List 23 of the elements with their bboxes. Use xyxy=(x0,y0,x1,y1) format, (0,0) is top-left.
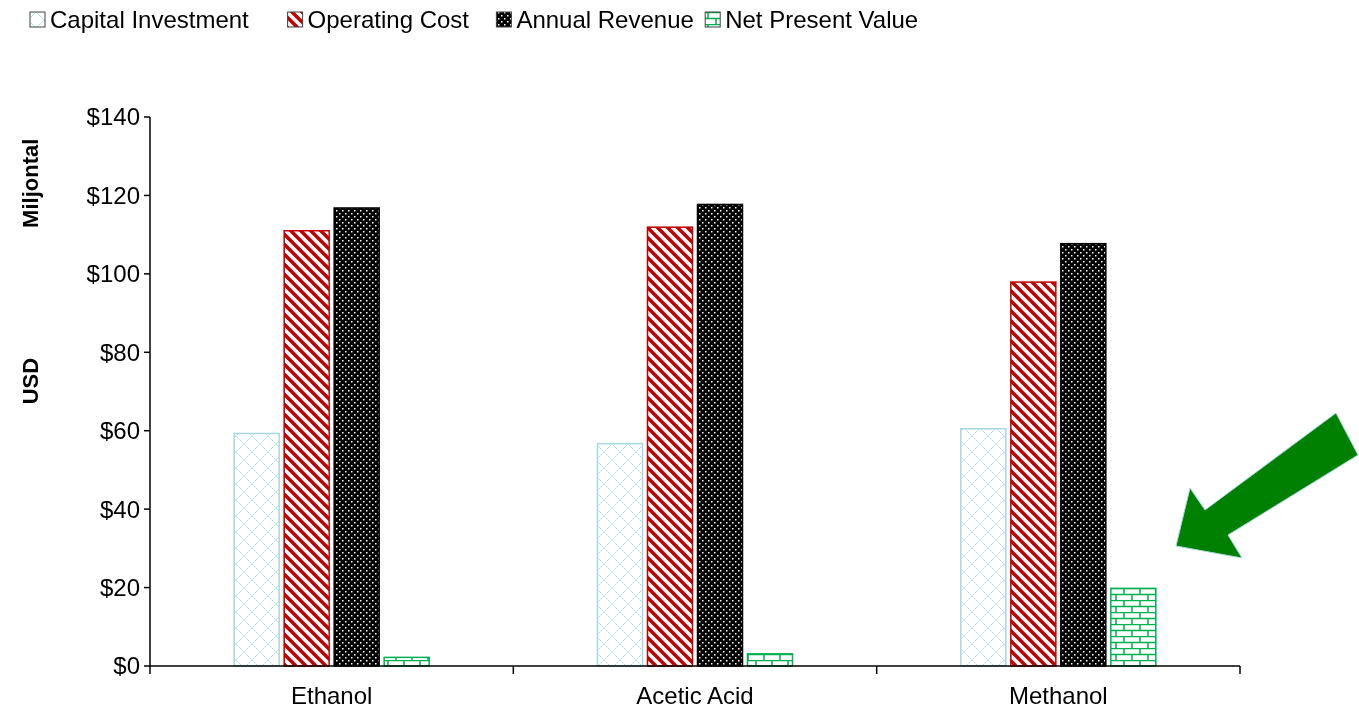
bar xyxy=(596,442,644,667)
y-tick-label: $60 xyxy=(99,417,140,445)
x-tick-label: Acetic Acid xyxy=(636,682,754,709)
legend-label: Capital Investment xyxy=(50,6,250,34)
y-tick-label: $80 xyxy=(99,338,140,366)
legend-label: Net Present Value xyxy=(725,6,919,34)
y-tick-label: $120 xyxy=(86,181,140,209)
bar xyxy=(1110,587,1157,667)
bar xyxy=(646,226,694,667)
bar xyxy=(283,229,330,667)
legend-label: Annual Revenue xyxy=(516,6,694,34)
x-tick-label: Ethanol xyxy=(290,682,373,709)
y-tick-label: $140 xyxy=(86,103,140,131)
y-tick-label: $20 xyxy=(99,573,140,601)
bar xyxy=(1010,281,1057,667)
text: USD Miljontal xyxy=(18,138,43,405)
bar xyxy=(233,432,280,667)
bar xyxy=(960,428,1007,667)
x-tick-label: Methanol xyxy=(1008,682,1108,709)
y-tick-label: $40 xyxy=(99,495,140,523)
y-tick-label: $100 xyxy=(86,260,140,288)
legend-label: Operating Cost xyxy=(307,6,470,34)
y-tick-label: $0 xyxy=(113,652,140,680)
